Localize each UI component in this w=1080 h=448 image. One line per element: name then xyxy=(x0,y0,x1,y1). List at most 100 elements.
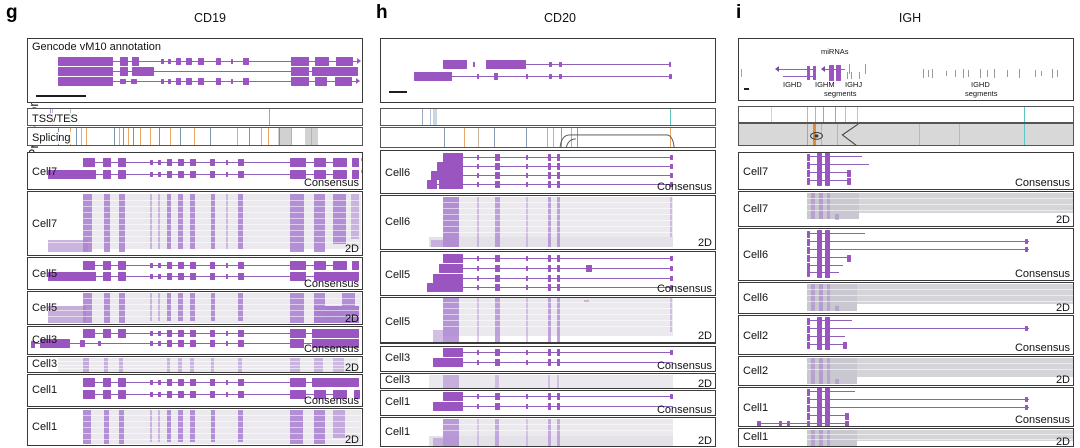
cell-label: Cell5 xyxy=(385,316,411,328)
row-type-label: 2D xyxy=(1055,302,1070,314)
row-type-label: Consensus xyxy=(303,343,359,355)
splicing-label: Splicing xyxy=(32,132,71,144)
ighj-label: IGHJ xyxy=(845,80,863,89)
cell-row-consensus: Cell3 Consensus xyxy=(27,326,363,355)
cell-row-consensus: Cell1 Consensus xyxy=(738,387,1074,427)
gencode-annotation-box: Gencode vM10 annotation xyxy=(27,38,363,103)
cell-label: Cell3 xyxy=(385,374,411,386)
cell-label: Cell7 xyxy=(743,203,769,215)
panel-letter-i: i xyxy=(736,2,742,23)
cell-label: Cell1 xyxy=(32,384,58,396)
read-pileup xyxy=(381,418,715,446)
row-type-label: Consensus xyxy=(1014,342,1070,354)
cell-row-consensus: Cell5 Consensus xyxy=(380,251,716,296)
read-pileup xyxy=(381,298,715,342)
read-pileup xyxy=(739,429,1073,446)
tss-tes-track xyxy=(380,108,716,126)
read-pileup xyxy=(739,357,1073,385)
ighd-label: IGHD xyxy=(783,80,802,89)
isoform-legend-1: Isoform1 xyxy=(361,157,363,162)
cell-row-consensus: Cell3 Consensus xyxy=(380,346,716,372)
row-type-label: 2D xyxy=(1055,374,1070,386)
cell-label: Cell1 xyxy=(385,426,411,438)
panel-h: h CD20 xyxy=(370,0,730,448)
cell-row-consensus: Cell5 Consensus xyxy=(27,257,363,290)
cell-row-2d: Cell7 2D xyxy=(27,191,363,256)
cell-label: Cell5 xyxy=(32,268,58,280)
cell-label: Cell6 xyxy=(385,167,411,179)
cell-row-2d: Cell2 2D xyxy=(738,356,1074,386)
row-type-label: 2D xyxy=(1055,436,1070,447)
ighm-label: IGHM xyxy=(815,80,835,89)
cell-label: Cell5 xyxy=(385,269,411,281)
row-type-label: 2D xyxy=(1055,214,1070,226)
read-pileup xyxy=(28,357,362,372)
row-type-label: Consensus xyxy=(656,181,712,193)
cell-label: Cell6 xyxy=(743,249,769,261)
splicing-track: Splicing xyxy=(27,127,363,146)
gencode-annotation-box xyxy=(380,38,716,103)
read-pileup xyxy=(381,374,715,388)
row-type-label: 2D xyxy=(344,362,359,373)
row-type-label: Consensus xyxy=(1014,414,1070,426)
read-pileup xyxy=(28,409,362,445)
row-type-label: 2D xyxy=(697,237,712,249)
row-type-label: 2D xyxy=(344,313,359,325)
panel-title-cd19: CD19 xyxy=(194,11,226,25)
panel-title-cd20: CD20 xyxy=(544,11,576,25)
panel-letter-g: g xyxy=(6,2,18,23)
read-pileup xyxy=(28,292,362,324)
cell-label: Cell1 xyxy=(32,421,58,433)
cell-row-consensus: Cell7 Consensus xyxy=(738,152,1074,190)
cell-row-2d: Cell6 2D xyxy=(380,195,716,250)
cell-row-consensus: Cell6 Consensus xyxy=(738,228,1074,281)
scale-bar xyxy=(744,88,749,90)
row-type-label: 2D xyxy=(697,435,712,447)
gencode-annotation-label: Gencode vM10 annotation xyxy=(32,41,162,53)
gencode-annotation-box: miRNAs xyxy=(738,38,1074,101)
cell-label: Cell7 xyxy=(743,166,769,178)
read-pileup xyxy=(381,196,715,249)
read-pileup xyxy=(739,192,1073,226)
cell-label: Cell2 xyxy=(743,330,769,342)
tss-tes-track xyxy=(738,106,1074,123)
panel-i: i IGH miRNAs xyxy=(730,0,1080,448)
panel-letter-h: h xyxy=(376,2,388,23)
row-type-label: Consensus xyxy=(303,395,359,407)
cell-label: Cell6 xyxy=(743,292,769,304)
cell-row-2d: Cell5 2D xyxy=(380,297,716,344)
row-type-label: Consensus xyxy=(1014,268,1070,280)
row-type-label: 2D xyxy=(697,378,712,389)
cell-row-consensus: Cell1 Consensus xyxy=(380,390,716,416)
cell-label: Cell5 xyxy=(32,302,58,314)
row-type-label: Consensus xyxy=(656,283,712,295)
row-type-label: Consensus xyxy=(303,278,359,290)
cell-row-2d: Cell5 2D xyxy=(27,291,363,325)
cell-row-2d: Cell6 2D xyxy=(738,282,1074,314)
cell-row-2d: Cell3 2D xyxy=(380,373,716,389)
splice-arc-icon xyxy=(559,134,675,147)
row-type-label: Consensus xyxy=(303,177,359,189)
cell-label: Cell3 xyxy=(385,352,411,364)
cell-label: Cell2 xyxy=(743,365,769,377)
row-type-label: Consensus xyxy=(656,404,712,416)
row-type-label: 2D xyxy=(697,330,712,342)
row-type-label: 2D xyxy=(344,434,359,446)
cell-row-2d: Cell1 2D xyxy=(738,428,1074,447)
cell-label: Cell1 xyxy=(743,431,769,443)
cell-row-consensus: Cell1 Consensus xyxy=(27,374,363,407)
cell-row-consensus: Cell7 Consensus Isoform1 xyxy=(27,152,363,190)
row-type-label: Consensus xyxy=(656,360,712,372)
panel-g: g CD19 Gencode vM10 annotation xyxy=(0,0,370,448)
splicing-track xyxy=(380,127,716,148)
splicing-track xyxy=(738,123,1074,146)
read-pileup xyxy=(739,283,1073,313)
left-segments-caption: segments xyxy=(824,89,857,98)
scale-bar xyxy=(389,91,407,93)
cell-label: Cell7 xyxy=(32,166,58,178)
cell-row-consensus: Cell2 Consensus xyxy=(738,315,1074,355)
cell-row-2d: Cell1 2D xyxy=(380,417,716,447)
row-type-label: Consensus xyxy=(1014,177,1070,189)
isoform-legend-2: Isoform3 xyxy=(361,169,363,174)
cell-label: Cell3 xyxy=(32,334,58,346)
